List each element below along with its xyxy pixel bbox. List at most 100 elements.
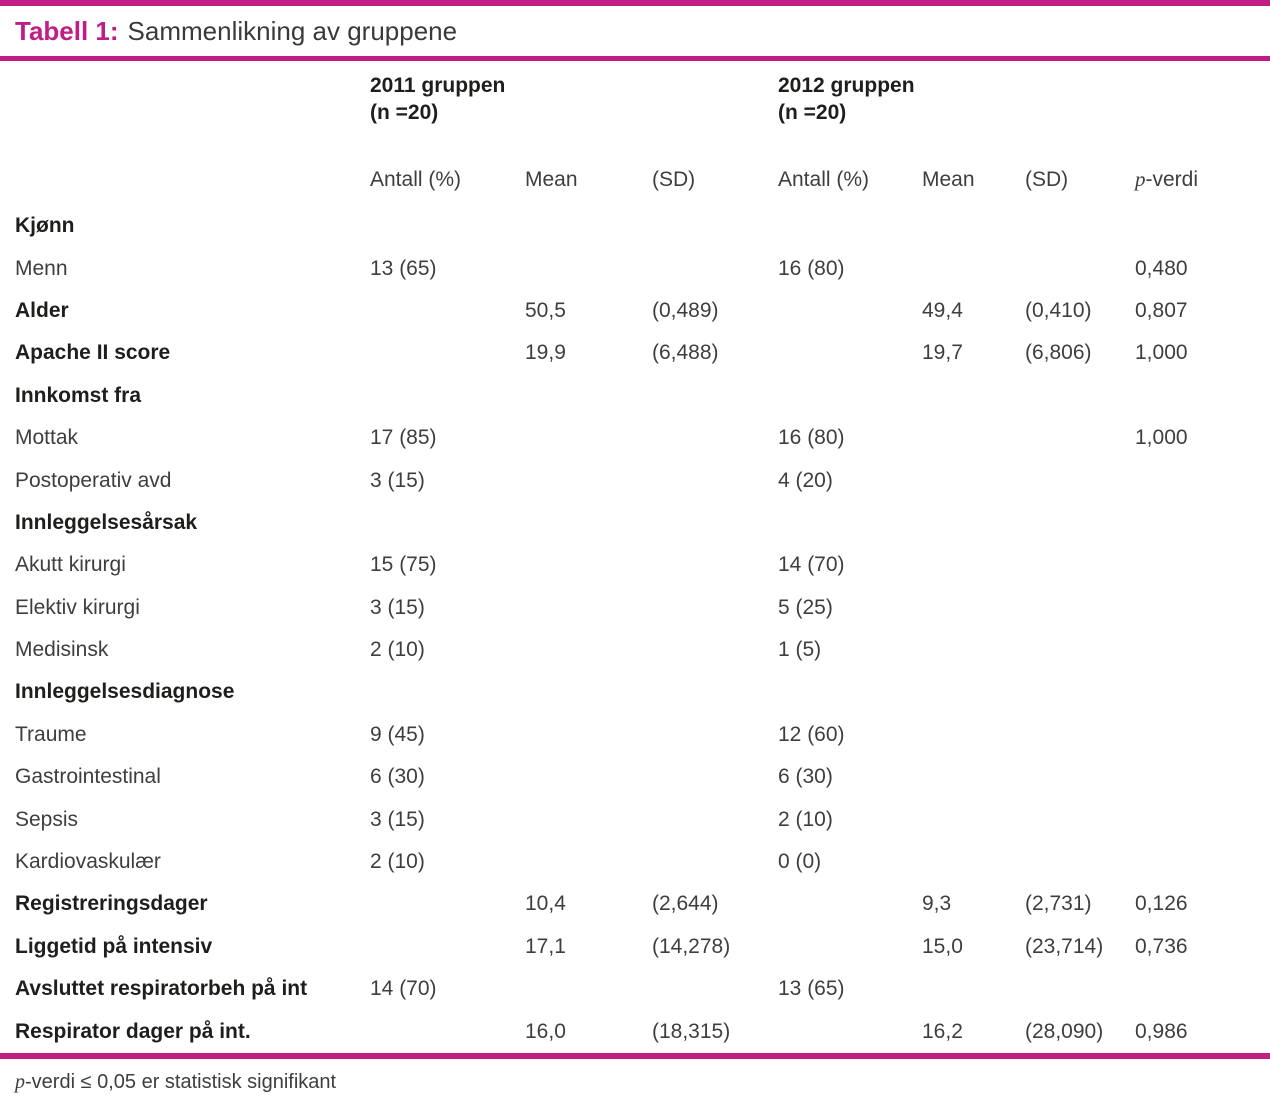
row-label: Apache II score: [15, 341, 171, 365]
row-label: Innkomst fra: [15, 383, 142, 407]
row-label: Respirator dager på int.: [15, 1019, 251, 1043]
cell-antall-2012: 16 (80): [778, 426, 845, 450]
table-header: 2011 gruppen (n =20) 2012 gruppen (n =20…: [0, 61, 1270, 205]
row-label: Alder: [15, 298, 69, 322]
cell-antall-2012: 4 (20): [778, 468, 833, 492]
cell-sd-2011: (18,315): [652, 1019, 731, 1043]
cell-p-verdi: 0,480: [1135, 256, 1188, 280]
cell-antall-2011: 13 (65): [370, 256, 437, 280]
column-header-spacer: [0, 167, 370, 192]
row-label: Menn: [15, 256, 68, 280]
top-rule: [0, 0, 1270, 6]
table-number: Tabell 1:: [15, 16, 119, 46]
cell-sd-2012: (23,714): [1025, 934, 1104, 958]
table-row: Traume 9 (45) 12 (60): [0, 714, 1270, 756]
group-header-2011: 2011 gruppen (n =20): [370, 72, 778, 126]
table-body: Kjønn Menn 13 (65) 16 (80) 0,480 Alder 50,5 (0,…: [0, 205, 1270, 1053]
row-label: Innleggelsesdiagnose: [15, 680, 235, 704]
table-row: Akutt kirurgi 15 (75) 14 (70): [0, 544, 1270, 586]
table-row: Medisinsk 2 (10) 1 (5): [0, 629, 1270, 671]
header-rule: [0, 56, 1270, 61]
table-row: Respirator dager på int. 16,0 (18,315) 16,2…: [0, 1010, 1270, 1052]
table-row: Innleggelsesdiagnose: [0, 671, 1270, 713]
row-label: Mottak: [15, 426, 79, 450]
p-italic: p: [1135, 167, 1146, 191]
table-row: Innkomst fra: [0, 375, 1270, 417]
table-title: Sammenlikning av gruppene: [127, 16, 458, 46]
row-label: Kjønn: [15, 214, 75, 238]
p-verdi-suffix: -verdi: [1145, 168, 1199, 191]
group-n: (n =20): [778, 101, 847, 124]
row-label: Kardiovaskulær: [15, 850, 161, 874]
cell-antall-2011: 15 (75): [370, 553, 437, 577]
row-label: Traume: [15, 722, 87, 746]
table-row: Mottak 17 (85) 16 (80) 1,000: [0, 417, 1270, 459]
cell-p-verdi: 0,126: [1135, 892, 1188, 916]
cell-antall-2012: 0 (0): [778, 850, 822, 874]
column-header-mean-2012: Mean: [922, 168, 975, 191]
table-row: Liggetid på intensiv 17,1 (14,278) 15,0 (23,…: [0, 926, 1270, 968]
row-label: Registreringsdager: [15, 892, 208, 916]
cell-mean-2012: 19,7: [922, 341, 963, 365]
cell-antall-2011: 2 (10): [370, 638, 425, 662]
cell-p-verdi: 1,000: [1135, 341, 1188, 365]
footnote-text: -verdi ≤ 0,05 er statistisk signifikant: [25, 1070, 337, 1093]
table-row: Kjønn: [0, 205, 1270, 247]
cell-mean-2012: 15,0: [922, 934, 963, 958]
group-header-2012: 2012 gruppen (n =20): [778, 72, 1135, 126]
group-name: 2012 gruppen: [778, 74, 915, 97]
group-name: 2011 gruppen: [370, 74, 506, 97]
column-header-antall-2012: Antall (%): [778, 168, 870, 191]
cell-p-verdi: 0,807: [1135, 298, 1188, 322]
table-row: Menn 13 (65) 16 (80) 0,480: [0, 247, 1270, 289]
cell-mean-2012: 49,4: [922, 298, 963, 322]
cell-sd-2012: (28,090): [1025, 1019, 1104, 1043]
table-row: Avsluttet respiratorbeh på int 14 (70) 13 …: [0, 968, 1270, 1010]
row-label: Innleggelsesårsak: [15, 510, 198, 534]
table-row: Innleggelsesårsak: [0, 502, 1270, 544]
column-header-p-verdi: p-verdi: [1135, 167, 1270, 192]
row-label: Gastrointestinal: [15, 765, 161, 789]
cell-antall-2011: 3 (15): [370, 468, 425, 492]
group-n: (n =20): [370, 101, 439, 124]
cell-sd-2011: (0,489): [652, 298, 719, 322]
row-label: Elektiv kirurgi: [15, 595, 140, 619]
cell-sd-2012: (2,731): [1025, 892, 1092, 916]
cell-antall-2012: 16 (80): [778, 256, 845, 280]
cell-sd-2011: (14,278): [652, 934, 731, 958]
group-header-row: 2011 gruppen (n =20) 2012 gruppen (n =20…: [0, 61, 1270, 126]
table-row: Kardiovaskulær 2 (10) 0 (0): [0, 841, 1270, 883]
row-label: Postoperativ avd: [15, 468, 172, 492]
row-label: Akutt kirurgi: [15, 553, 126, 577]
cell-antall-2011: 3 (15): [370, 807, 425, 831]
cell-antall-2011: 2 (10): [370, 850, 425, 874]
row-label: Sepsis: [15, 807, 79, 831]
cell-sd-2012: (6,806): [1025, 341, 1092, 365]
table-row: Registreringsdager 10,4 (2,644) 9,3 (2,731) 0…: [0, 883, 1270, 925]
p-italic: p: [15, 1070, 25, 1093]
cell-antall-2012: 2 (10): [778, 807, 833, 831]
table-row: Gastrointestinal 6 (30) 6 (30): [0, 756, 1270, 798]
cell-antall-2012: 13 (65): [778, 977, 845, 1001]
cell-antall-2012: 14 (70): [778, 553, 845, 577]
table-caption: Tabell 1: Sammenlikning av gruppene: [0, 6, 1270, 56]
cell-sd-2012: (0,410): [1025, 298, 1092, 322]
cell-mean-2011: 16,0: [525, 1019, 566, 1043]
row-label: Avsluttet respiratorbeh på int: [15, 977, 308, 1001]
cell-sd-2011: (6,488): [652, 341, 719, 365]
cell-mean-2011: 17,1: [525, 934, 566, 958]
cell-antall-2011: 9 (45): [370, 722, 425, 746]
cell-p-verdi: 1,000: [1135, 426, 1188, 450]
cell-sd-2011: (2,644): [652, 892, 719, 916]
table-row: Apache II score 19,9 (6,488) 19,7 (6,806) 1,0…: [0, 332, 1270, 374]
column-header-sd-2011: (SD): [652, 168, 696, 191]
cell-antall-2012: 6 (30): [778, 765, 833, 789]
cell-mean-2011: 50,5: [525, 298, 566, 322]
column-header-sd-2012: (SD): [1025, 168, 1069, 191]
table-row: Elektiv kirurgi 3 (15) 5 (25): [0, 587, 1270, 629]
cell-antall-2011: 17 (85): [370, 426, 437, 450]
cell-mean-2011: 19,9: [525, 341, 566, 365]
cell-mean-2012: 9,3: [922, 892, 952, 916]
cell-antall-2011: 14 (70): [370, 977, 437, 1001]
